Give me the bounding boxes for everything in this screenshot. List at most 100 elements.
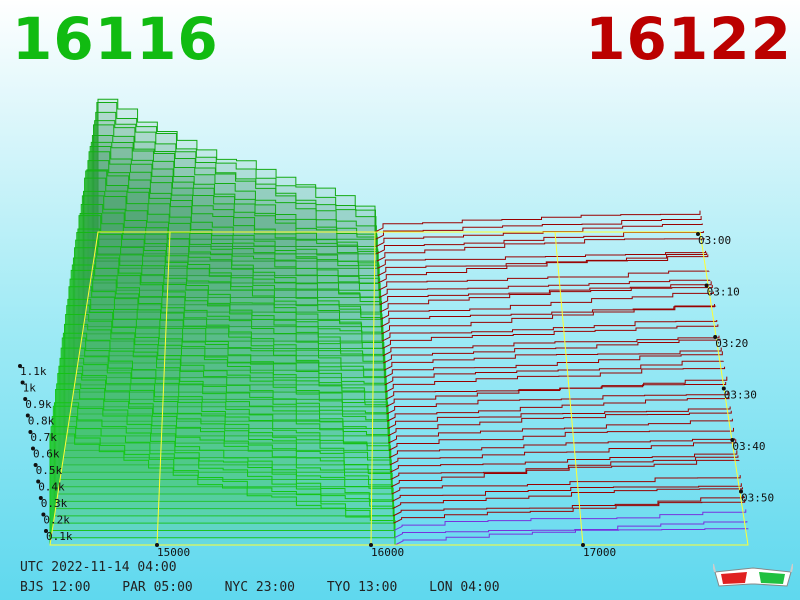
ask-slice (380, 304, 716, 328)
y-tick-label: 1.1k (20, 365, 47, 378)
ask-slice (378, 270, 710, 291)
timezone-tyo: TYO 13:00 (326, 580, 398, 595)
y-tick-label: 0.5k (36, 464, 63, 477)
ask-slice (393, 499, 746, 524)
ask-slice (386, 397, 730, 422)
x-tick-label: 15000 (157, 546, 190, 559)
ask-slice (379, 284, 713, 313)
ask-slice (377, 252, 708, 277)
bid-slice (49, 433, 396, 546)
grid-line (370, 231, 376, 546)
ask-slice (382, 335, 720, 357)
grid-line (156, 231, 171, 546)
ask-slice (390, 450, 738, 473)
time-tick-mark (696, 232, 700, 236)
grid-line (554, 231, 584, 546)
time-tick-mark (721, 386, 726, 391)
bid-slice (53, 402, 394, 517)
ask-slice (385, 376, 728, 408)
time-tick-label: 03:40 (732, 440, 765, 453)
timezone-nyc: NYC 23:00 (224, 580, 296, 595)
time-tick-mark (739, 489, 743, 494)
bid-slice (70, 269, 387, 408)
bid-slice (76, 232, 385, 371)
y-tick-mark (38, 496, 43, 500)
ask-slice (383, 347, 722, 371)
y-tick-label: 0.7k (30, 431, 57, 444)
ask-slice (384, 360, 724, 386)
ask-slice (374, 210, 701, 233)
y-tick-mark (33, 463, 38, 467)
x-tick-mark (155, 543, 159, 547)
y-tick-label: 0.3k (41, 497, 68, 510)
ask-slice (378, 279, 711, 298)
ask-slice (387, 406, 731, 429)
y-tick-label: 0.2k (43, 514, 70, 527)
ask-slice (376, 238, 705, 262)
ask-slice (393, 509, 747, 531)
3d-glasses-icon[interactable] (713, 558, 793, 590)
y-tick-mark (25, 413, 30, 418)
ask-slice (392, 487, 743, 510)
ask-slice (385, 366, 726, 393)
ask-slice (380, 291, 714, 320)
ask-slice (388, 427, 734, 451)
timezone-par: PAR 05:00 (122, 580, 193, 595)
time-tick-label: 03:30 (724, 389, 757, 402)
ask-price: 16122 (585, 5, 792, 73)
y-tick-mark (28, 430, 33, 434)
ask-slice (385, 382, 727, 400)
ask-slice (384, 351, 723, 379)
y-tick-mark (18, 364, 22, 368)
x-tick-mark (369, 543, 373, 547)
y-tick-label: 0.4k (38, 481, 65, 494)
ask-slice (382, 324, 719, 349)
ask-slice (391, 483, 742, 502)
y-tick-mark (44, 529, 48, 533)
ask-slice (381, 305, 717, 335)
time-tick-mark (730, 438, 735, 442)
ask-slice (388, 418, 733, 444)
ask-slice (376, 231, 704, 255)
ask-slice (394, 521, 748, 539)
x-tick-mark (581, 543, 585, 547)
x-tick-label: 16000 (371, 546, 404, 559)
utc-time: UTC 2022-11-14 04:00 (20, 560, 177, 575)
ask-slice (391, 475, 741, 495)
ask-slice (390, 455, 739, 480)
ask-slice (377, 250, 707, 269)
ask-slice (389, 438, 736, 459)
grid-floor (49, 231, 749, 546)
ask-slice (391, 459, 740, 488)
time-tick-mark (713, 335, 718, 339)
y-tick-mark (36, 479, 41, 484)
bid-slice (55, 388, 394, 510)
ask-slice (379, 281, 712, 306)
time-tick-label: 03:50 (741, 492, 774, 505)
ask-slice (375, 223, 703, 248)
time-tick-label: 03:20 (715, 337, 748, 350)
ask-slice (394, 528, 749, 546)
bid-price: 16116 (12, 5, 219, 73)
ask-slice (389, 439, 737, 466)
chart-grid (18, 231, 749, 547)
time-tick-label: 03:00 (698, 234, 731, 247)
y-tick-mark (20, 380, 25, 385)
timezone-list: BJS 12:00 PAR 05:00 NYC 23:00 TYO 13:00 … (20, 580, 524, 595)
timezone-bjs: BJS 12:00 (20, 580, 91, 595)
y-tick-label: 1k (23, 382, 37, 395)
y-tick-label: 0.8k (28, 415, 55, 428)
ask-slice (375, 215, 702, 240)
bid-depth-slices (49, 98, 396, 546)
y-tick-mark (31, 446, 35, 451)
axis-labels: 15000 16000 17000 0.1k 0.2k 0.3k 0.4k 0.5k 0.6k 0… (20, 234, 774, 559)
ask-depth-slices (374, 210, 749, 546)
timezone-lon: LON 04:00 (429, 580, 500, 595)
y-tick-label: 0.1k (46, 530, 73, 543)
ask-slice (383, 338, 721, 364)
y-tick-label: 0.9k (25, 398, 52, 411)
y-tick-mark (23, 397, 28, 401)
ask-slice (386, 391, 729, 415)
y-tick-label: 0.6k (33, 448, 60, 461)
